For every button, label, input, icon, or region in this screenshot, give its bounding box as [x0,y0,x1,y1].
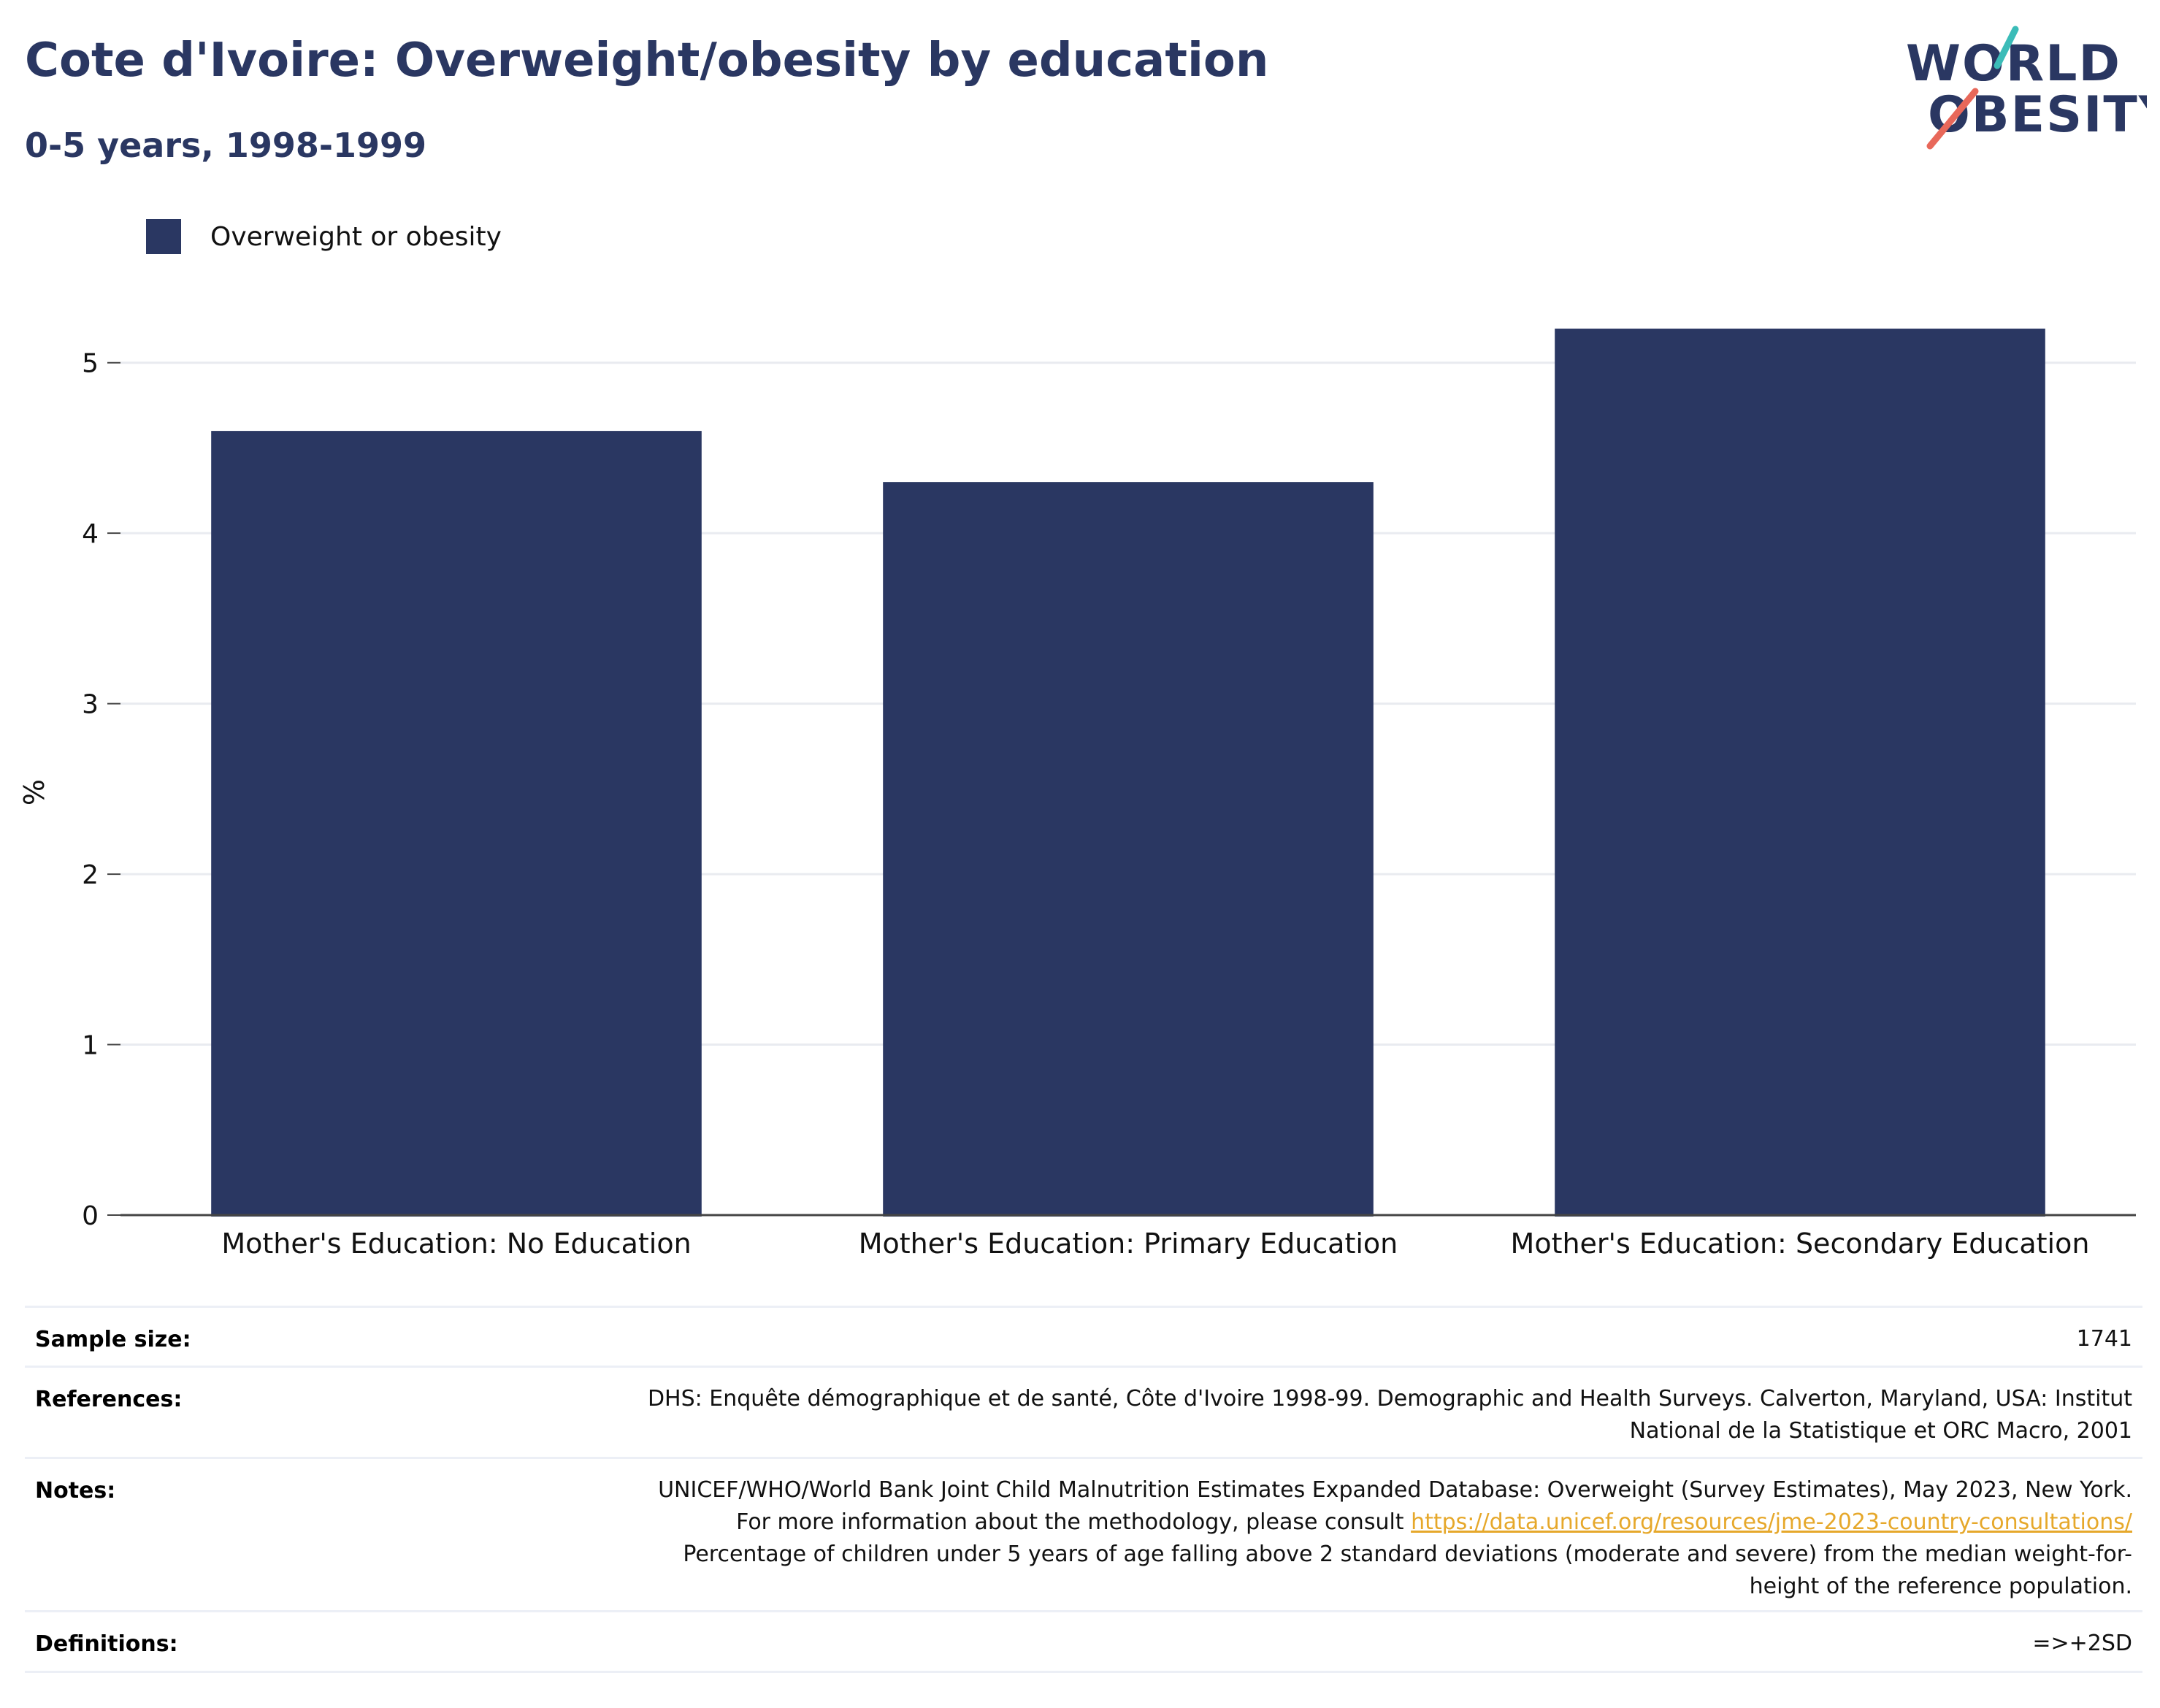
bars [211,329,2045,1217]
y-tick-label: 5 [82,349,99,379]
x-tick-label: Mother's Education: Primary Education [859,1228,1398,1260]
legend-swatch [146,219,181,254]
methodology-link[interactable]: https://data.unicef.org/resources/jme-20… [1411,1509,2132,1535]
info-divider [25,1671,2142,1673]
notes-text: UNICEF/WHO/World Bank Joint Child Malnut… [658,1477,2132,1535]
world-obesity-logo: WORLD OBESITY [1906,26,2147,150]
y-axis-ticks: 0 1 2 3 4 5 [82,349,120,1231]
y-tick-label: 0 [82,1201,99,1231]
bar[interactable] [883,482,1374,1217]
info-divider [25,1457,2142,1459]
info-divider [25,1306,2142,1308]
chart-title: Cote d'Ivoire: Overweight/obesity by edu… [25,34,1269,88]
legend-label: Overweight or obesity [210,221,502,252]
y-axis-label: % [18,779,50,805]
sample-size-value: 1741 [2076,1326,2132,1352]
notes-label: Notes: [35,1478,116,1504]
x-tick-label: Mother's Education: No Education [221,1228,691,1260]
definitions-label: Definitions: [35,1631,178,1657]
bar[interactable] [211,431,702,1217]
info-divider [25,1366,2142,1368]
definitions-value: =>+2SD [2032,1631,2132,1656]
info-divider [25,1610,2142,1612]
y-tick-label: 3 [82,690,99,720]
notes-definition-text: Percentage of children under 5 years of … [683,1542,2132,1599]
chart-subtitle: 0-5 years, 1998-1999 [25,126,427,165]
x-tick-label: Mother's Education: Secondary Education [1511,1228,2090,1260]
y-tick-label: 1 [82,1031,99,1061]
logo-slash-coral [1926,88,1979,150]
y-tick-label: 2 [82,860,99,890]
logo-slash-teal [1994,26,2019,69]
chart-legend[interactable]: Overweight or obesity [146,219,502,254]
sample-size-label: Sample size: [35,1327,191,1352]
logo-text-obesity: OBESITY [1928,86,2147,144]
bar[interactable] [1555,329,2045,1217]
notes-value: UNICEF/WHO/World Bank Joint Child Malnut… [628,1474,2132,1603]
y-tick-label: 4 [82,519,99,549]
references-label: References: [35,1387,183,1412]
references-value: DHS: Enquête démographique et de santé, … [647,1386,2132,1444]
logo-text-world: WORLD [1906,35,2121,93]
x-axis-ticks: Mother's Education: No Education Mother's… [221,1228,2089,1260]
